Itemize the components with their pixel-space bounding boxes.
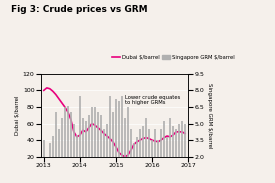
Bar — [178, 124, 180, 179]
Bar — [130, 129, 132, 179]
Text: Fig 3: Crude prices vs GRM: Fig 3: Crude prices vs GRM — [11, 5, 148, 14]
Bar — [85, 121, 87, 179]
Bar — [49, 143, 51, 179]
Bar — [73, 124, 75, 179]
Bar — [46, 166, 48, 179]
Bar — [55, 113, 57, 179]
Bar — [184, 124, 186, 179]
Bar — [175, 129, 177, 179]
Bar — [103, 129, 105, 179]
Bar — [57, 129, 60, 179]
Bar — [163, 121, 165, 179]
Bar — [124, 118, 126, 179]
Bar — [43, 140, 45, 179]
Bar — [169, 118, 171, 179]
Bar — [136, 137, 138, 179]
Bar — [118, 101, 120, 179]
Bar — [121, 96, 123, 179]
Bar — [160, 129, 162, 179]
Bar — [157, 140, 159, 179]
Bar — [67, 106, 69, 179]
Bar — [142, 126, 144, 179]
Bar — [97, 113, 99, 179]
Bar — [60, 118, 63, 179]
Bar — [172, 126, 174, 179]
Bar — [100, 115, 102, 179]
Bar — [166, 137, 168, 179]
Bar — [109, 96, 111, 179]
Bar — [76, 135, 78, 179]
Bar — [79, 96, 81, 179]
Bar — [127, 107, 129, 179]
Text: Lower crude equates
to higher GRMs: Lower crude equates to higher GRMs — [125, 94, 180, 105]
Bar — [88, 115, 90, 179]
Bar — [112, 113, 114, 179]
Bar — [133, 143, 135, 179]
Bar — [145, 118, 147, 179]
Bar — [64, 107, 66, 179]
Bar — [70, 113, 72, 179]
Bar — [181, 121, 183, 179]
Bar — [148, 129, 150, 179]
Y-axis label: Dubai $/barrel: Dubai $/barrel — [15, 96, 20, 135]
Bar — [154, 129, 156, 179]
Bar — [52, 136, 54, 179]
Bar — [139, 129, 141, 179]
Bar — [106, 124, 108, 179]
Bar — [82, 118, 84, 179]
Y-axis label: Singapore GRM $/barrel: Singapore GRM $/barrel — [207, 83, 212, 148]
Bar — [91, 107, 93, 179]
Bar — [151, 140, 153, 179]
Bar — [115, 99, 117, 179]
Legend: Dubai $/barrel, Singapore GRM $/barrel: Dubai $/barrel, Singapore GRM $/barrel — [109, 53, 237, 62]
Bar — [94, 107, 96, 179]
